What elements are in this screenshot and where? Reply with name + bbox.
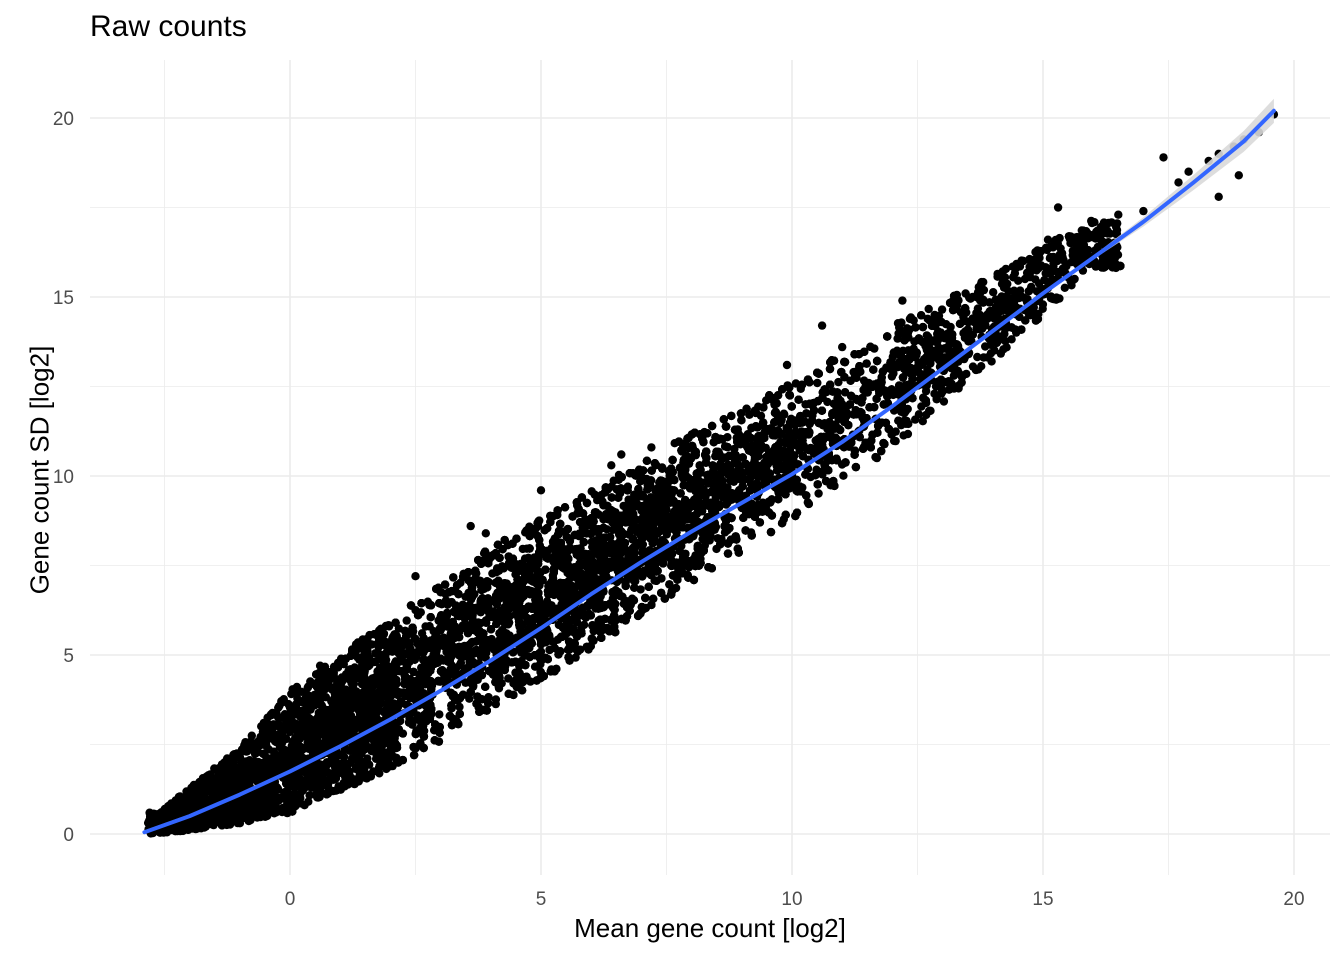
data-point xyxy=(402,616,411,625)
data-point xyxy=(814,489,823,498)
data-point xyxy=(871,452,880,462)
data-point xyxy=(491,699,500,709)
data-point xyxy=(937,305,947,314)
data-points xyxy=(144,110,1279,838)
data-point xyxy=(435,710,444,719)
data-point xyxy=(482,577,492,586)
data-point xyxy=(636,585,645,594)
data-point xyxy=(813,378,822,388)
data-point xyxy=(465,694,474,703)
data-point xyxy=(518,544,527,554)
data-point xyxy=(834,377,843,387)
data-point xyxy=(839,471,848,480)
data-point xyxy=(455,702,464,712)
